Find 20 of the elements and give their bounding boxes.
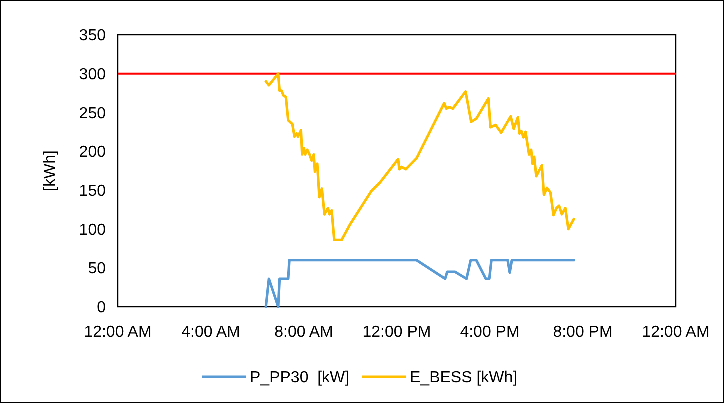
line-series bbox=[264, 259, 576, 308]
y-tick-label: 350 bbox=[79, 28, 106, 45]
y-tick-label: 50 bbox=[88, 260, 106, 278]
y-tick-label: 200 bbox=[79, 144, 106, 162]
x-tick-label: 8:00 AM bbox=[274, 324, 334, 341]
y-tick-label: 0 bbox=[97, 300, 106, 317]
x-tick-label: 4:00 AM bbox=[182, 324, 240, 341]
x-tick-label: 4:00 PM bbox=[460, 324, 520, 341]
y-tick-label: 100 bbox=[79, 222, 106, 239]
y-tick-label: 250 bbox=[79, 105, 106, 122]
legend-label: P_PP30 [kW] bbox=[250, 370, 350, 387]
line-series bbox=[264, 72, 576, 242]
x-tick-label: 12:00 PM bbox=[362, 324, 432, 341]
y-tick-label: 300 bbox=[79, 66, 106, 84]
x-tick-label: 8:00 PM bbox=[553, 324, 613, 341]
x-tick-label: 12:00 AM bbox=[642, 324, 710, 341]
legend-label: E_BESS [kWh] bbox=[410, 370, 518, 387]
y-tick-label: 150 bbox=[79, 183, 106, 200]
x-tick-label: 12:00 AM bbox=[84, 324, 152, 341]
y-axis-title: [kWh] bbox=[42, 150, 59, 192]
